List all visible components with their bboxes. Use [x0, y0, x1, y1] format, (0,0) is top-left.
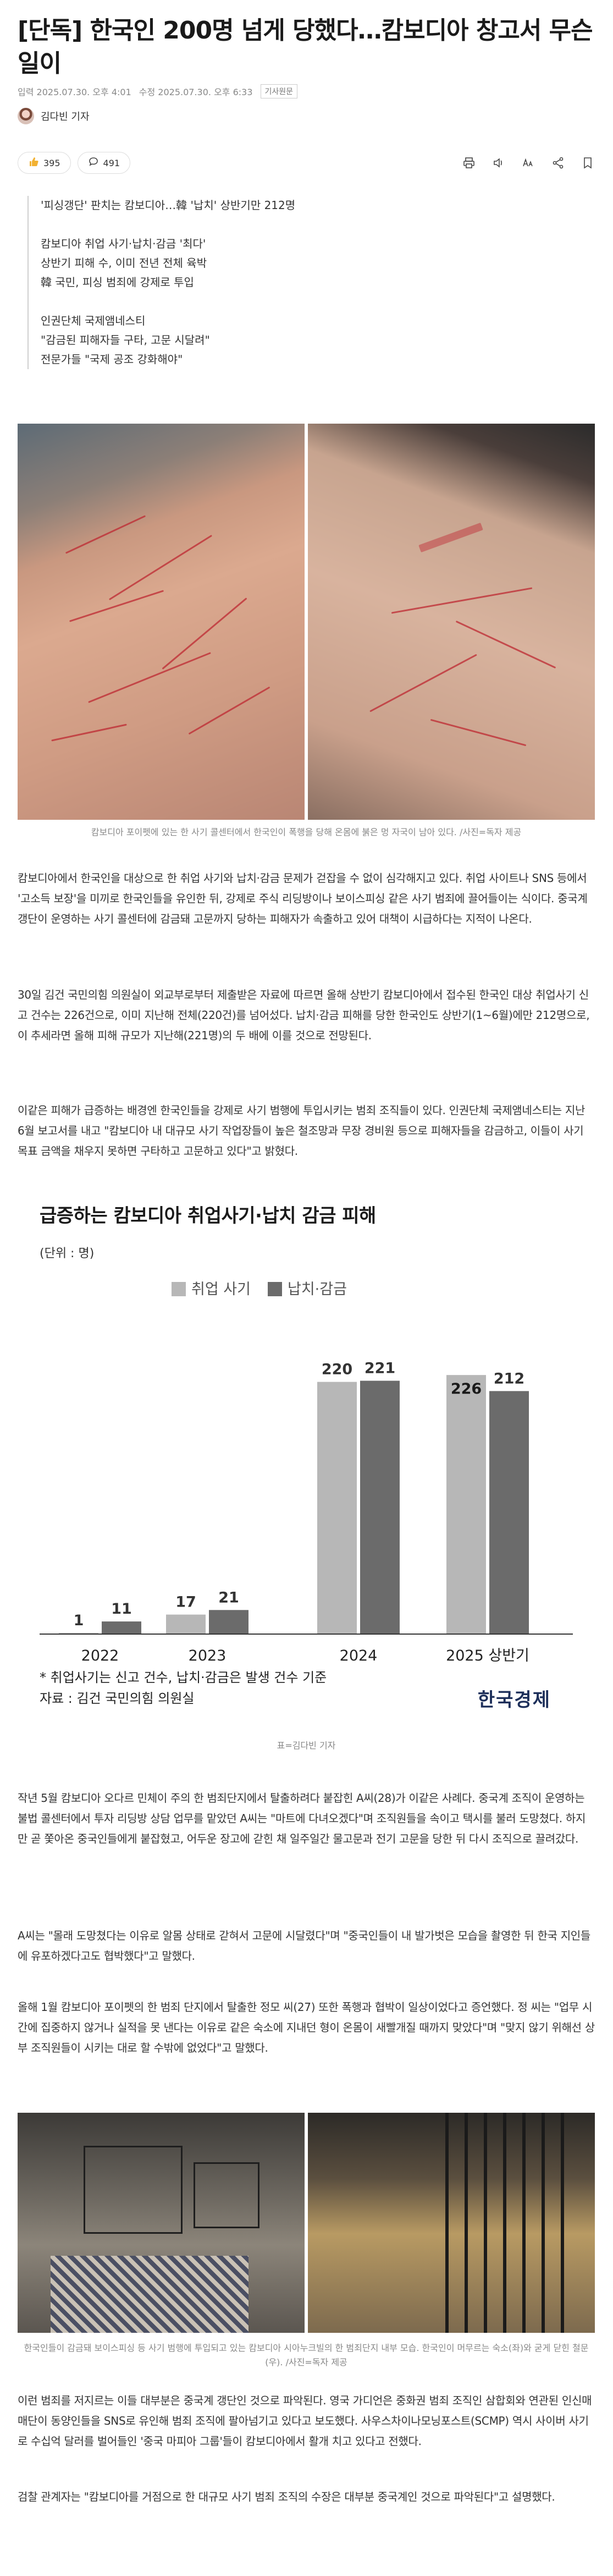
summary-line: 인권단체 국제앰네스티	[41, 314, 146, 327]
summary-spacer	[41, 292, 577, 311]
article-paragraph: 검찰 관계자는 "캄보디아를 거점으로 한 대규모 사기 범죄 조직의 수장은 …	[18, 2490, 555, 2503]
summary-line: 韓 국민, 피싱 범죄에 강제로 투입	[41, 276, 194, 289]
article-paragraph: 이런 범죄를 저지르는 이들 대부분은 중국계 갱단인 것으로 파악된다. 영국…	[18, 2394, 592, 2448]
comment-count: 491	[103, 157, 120, 168]
article-paragraph: 작년 5월 캄보디아 오다르 민체이 주의 한 범죄단지에서 탈출하려다 붙잡힌…	[18, 1791, 586, 1845]
modified-time: 수정 2025.07.30. 오후 6:33	[139, 87, 253, 97]
bar-value-label: 221	[365, 1360, 395, 1377]
legend-label: 취업 사기	[191, 1281, 251, 1298]
legend-label: 납치·감금	[288, 1281, 347, 1298]
x-tick-label: 2025 상반기	[446, 1647, 529, 1664]
reporter-avatar	[18, 108, 34, 124]
chart-bar	[59, 1632, 98, 1634]
chart-note: * 취업사기는 신고 건수, 납치·감금은 발생 건수 기준	[40, 1670, 327, 1685]
action-bar: 395 491	[18, 149, 595, 177]
bar-value-label: 11	[111, 1601, 132, 1618]
chart-title: 급증하는 캄보디아 취업사기·납치 감금 피해	[40, 1205, 376, 1227]
legend-swatch	[268, 1282, 282, 1296]
article-summary: '피싱갱단' 판치는 캄보디아…韓 '납치' 상반기만 212명 캄보디아 취업…	[27, 196, 577, 369]
newspaper-logo: 한국경제	[477, 1689, 551, 1711]
chart-bar	[317, 1382, 357, 1634]
audio-icon[interactable]	[491, 156, 506, 170]
bar-value-label: 212	[494, 1370, 524, 1387]
chart-bar	[102, 1621, 141, 1634]
published-time: 입력 2025.07.30. 오후 4:01	[18, 87, 131, 97]
damage-bar-chart: 급증하는 캄보디아 취업사기·납치 감금 피해 (단위 : 명) 취업 사기 납치…	[18, 1188, 595, 1728]
injury-photo-right	[308, 424, 595, 820]
bar-value-label: 226	[451, 1380, 482, 1397]
summary-line: "감금된 피해자들 구타, 고문 시달려"	[41, 333, 210, 347]
photo-caption: 캄보디아 포이펫에 있는 한 사기 콜센터에서 한국인이 폭행을 당해 온몸에 …	[91, 827, 522, 837]
x-tick-label: 2022	[81, 1647, 119, 1664]
reporter-byline[interactable]: 김다빈 기자	[18, 108, 90, 124]
summary-spacer	[41, 215, 577, 234]
photo-caption: 한국인들이 감금돼 보이스피싱 등 사기 범행에 투입되고 있는 캄보디아 시아…	[24, 2343, 589, 2367]
injury-photo	[18, 424, 595, 820]
summary-line: '피싱갱단' 판치는 캄보디아…韓 '납치' 상반기만 212명	[41, 199, 296, 212]
font-size-icon[interactable]	[521, 156, 535, 170]
bar-value-label: 21	[218, 1589, 239, 1606]
bar-value-label: 1	[74, 1612, 84, 1629]
bar-value-label: 17	[175, 1594, 196, 1611]
summary-line: 상반기 피해 수, 이미 전년 전체 육박	[41, 256, 207, 270]
article-paragraph: A씨는 "몰래 도망쳤다는 이유로 알몸 상태로 갇혀서 고문에 시달렸다"며 …	[18, 1929, 590, 1963]
chart-credit: 표=김다빈 기자	[277, 1740, 336, 1751]
x-tick-label: 2024	[340, 1647, 378, 1664]
chart-bar	[446, 1375, 486, 1634]
chart-source: 자료 : 김건 국민의힘 의원실	[40, 1691, 195, 1706]
dormitory-photo	[18, 2113, 305, 2333]
article-paragraph: 이같은 피해가 급증하는 배경엔 한국인들을 강제로 사기 범행에 투입시키는 …	[18, 1104, 586, 1158]
bar-value-label: 220	[322, 1361, 352, 1378]
x-tick-label: 2023	[189, 1647, 227, 1664]
like-button[interactable]: 395	[18, 152, 71, 174]
compound-photo	[18, 2113, 595, 2333]
share-icon[interactable]	[551, 156, 565, 170]
article-meta: 입력 2025.07.30. 오후 4:01 수정 2025.07.30. 오후…	[18, 84, 298, 98]
summary-line: 캄보디아 취업 사기·납치·감금 '최다'	[41, 237, 206, 250]
chart-bar	[360, 1380, 400, 1634]
injury-photo-left	[18, 424, 305, 820]
chart-notes: * 취업사기는 신고 건수, 납치·감금은 발생 건수 기준 자료 : 김건 국…	[40, 1667, 327, 1709]
comment-icon	[88, 156, 99, 169]
reporter-name[interactable]: 김다빈 기자	[41, 111, 90, 123]
summary-line: 전문가들 "국제 공조 강화해야"	[41, 353, 183, 366]
chart-bar	[209, 1610, 248, 1634]
chart-unit: (단위 : 명)	[40, 1247, 95, 1260]
article-paragraph: 캄보디아에서 한국인을 대상으로 한 취업 사기와 납치·감금 문제가 걷잡을 …	[18, 872, 588, 925]
article-headline: [단독] 한국인 200명 넘게 당했다…캄보디아 창고서 무슨 일이	[18, 17, 593, 78]
article-paragraph: 올해 1월 캄보디아 포이펫의 한 범죄 단지에서 탈출한 정모 씨(27) 또…	[18, 2000, 595, 2054]
chart-bar	[166, 1614, 206, 1634]
article-paragraph: 30일 김건 국민의힘 의원실이 외교부로부터 제출받은 자료에 따르면 올해 …	[18, 988, 590, 1042]
bookmark-icon[interactable]	[581, 156, 595, 170]
like-icon	[28, 156, 39, 169]
print-icon[interactable]	[462, 156, 476, 170]
legend-swatch	[172, 1282, 186, 1296]
comment-button[interactable]: 491	[77, 152, 131, 174]
like-count: 395	[43, 157, 60, 168]
article-tools	[462, 156, 595, 170]
iron-gate-photo	[308, 2113, 595, 2333]
original-link-button[interactable]: 기사원문	[260, 84, 298, 98]
chart-bar	[489, 1391, 529, 1634]
